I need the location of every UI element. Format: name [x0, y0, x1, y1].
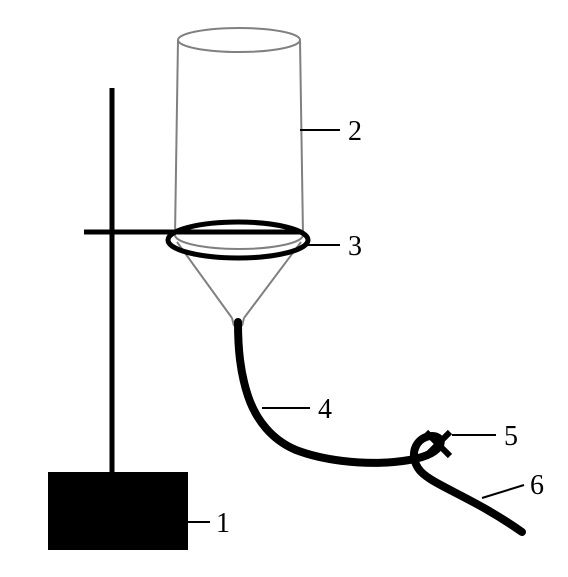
support-ring — [168, 222, 308, 258]
diagram-canvas: 1 2 3 4 5 6 — [0, 0, 568, 577]
diagram-svg — [0, 0, 568, 577]
label-5: 5 — [504, 421, 518, 453]
funnel-neck-left — [232, 318, 234, 326]
vessel-top-rim — [178, 28, 300, 52]
leader-6 — [482, 485, 524, 498]
label-4: 4 — [318, 394, 332, 426]
tube — [238, 322, 522, 532]
stand-base — [48, 472, 188, 550]
label-6: 6 — [530, 470, 544, 502]
label-2: 2 — [348, 116, 362, 148]
vessel-right-side — [300, 40, 303, 235]
label-3: 3 — [348, 231, 362, 263]
vessel-left-side — [175, 40, 178, 235]
label-1: 1 — [216, 508, 230, 540]
funnel-neck-right — [242, 318, 244, 326]
